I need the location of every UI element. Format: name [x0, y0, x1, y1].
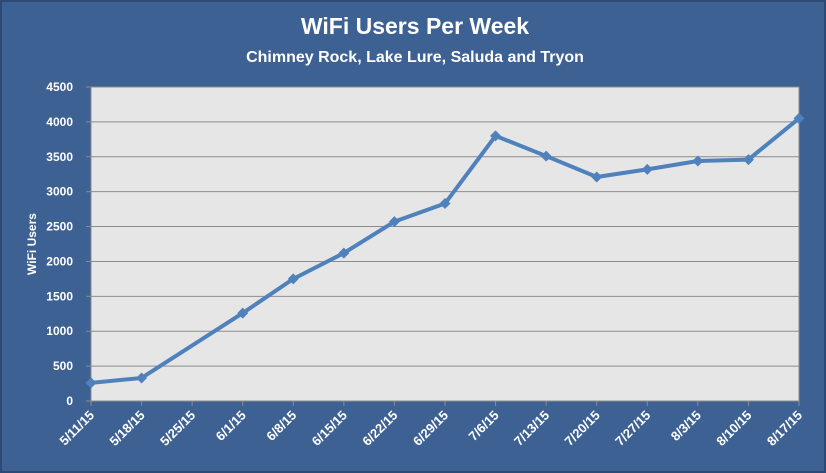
y-tick-label: 500 [53, 359, 73, 373]
x-tick-label: 8/3/15 [668, 408, 704, 444]
data-point [793, 112, 805, 124]
data-point [540, 150, 552, 162]
y-tick-label: 1000 [46, 324, 73, 338]
plot-area [90, 86, 800, 402]
x-tick-label: 6/29/15 [410, 408, 451, 449]
x-tick-label: 5/18/15 [106, 408, 147, 449]
gridlines [91, 121, 799, 367]
data-point [237, 307, 249, 319]
y-tick-label: 1500 [46, 289, 73, 303]
data-point [692, 155, 704, 167]
data-point [591, 171, 603, 183]
y-tick-label: 4500 [46, 80, 73, 94]
y-tick-label: 3000 [46, 185, 73, 199]
chart-title: WiFi Users Per Week [300, 13, 530, 39]
series-line [89, 116, 801, 385]
data-point [490, 130, 502, 142]
y-tick-label: 2500 [46, 220, 73, 234]
chart-subtitle: Chimney Rock, Lake Lure, Saluda and Tryo… [246, 49, 584, 66]
y-axis-label: WiFi Users [25, 213, 39, 275]
y-axis-ticks: 0 500 1000 1500 2000 2500 3000 3500 4000 4500 [46, 80, 91, 408]
y-tick-label: 4000 [46, 115, 73, 129]
x-tick-label: 8/10/15 [713, 408, 754, 449]
x-tick-label: 7/20/15 [562, 408, 603, 449]
data-point [338, 247, 350, 259]
y-tick-label: 0 [66, 394, 73, 408]
x-tick-label: 8/17/15 [764, 408, 805, 449]
data-point [641, 163, 653, 175]
data-point [85, 377, 97, 389]
x-tick-label: 6/15/15 [309, 408, 350, 449]
data-point [136, 372, 148, 384]
x-axis-ticks: 5/11/15 5/18/15 5/25/15 6/1/15 6/8/15 6/15/15… [56, 401, 805, 449]
data-point [388, 216, 400, 228]
x-tick-label: 5/25/15 [157, 408, 198, 449]
x-tick-label: 5/11/15 [56, 408, 97, 449]
y-tick-label: 3500 [46, 150, 73, 164]
x-tick-label: 7/6/15 [466, 408, 502, 444]
x-tick-label: 6/8/15 [263, 408, 299, 444]
x-tick-label: 7/27/15 [612, 408, 653, 449]
x-tick-label: 6/1/15 [213, 408, 249, 444]
data-point [742, 154, 754, 166]
y-tick-label: 2000 [46, 254, 73, 268]
data-point [287, 273, 299, 285]
series-group [85, 112, 805, 389]
data-point [439, 198, 451, 210]
x-tick-label: 6/22/15 [359, 408, 400, 449]
x-tick-label: 7/13/15 [511, 408, 552, 449]
